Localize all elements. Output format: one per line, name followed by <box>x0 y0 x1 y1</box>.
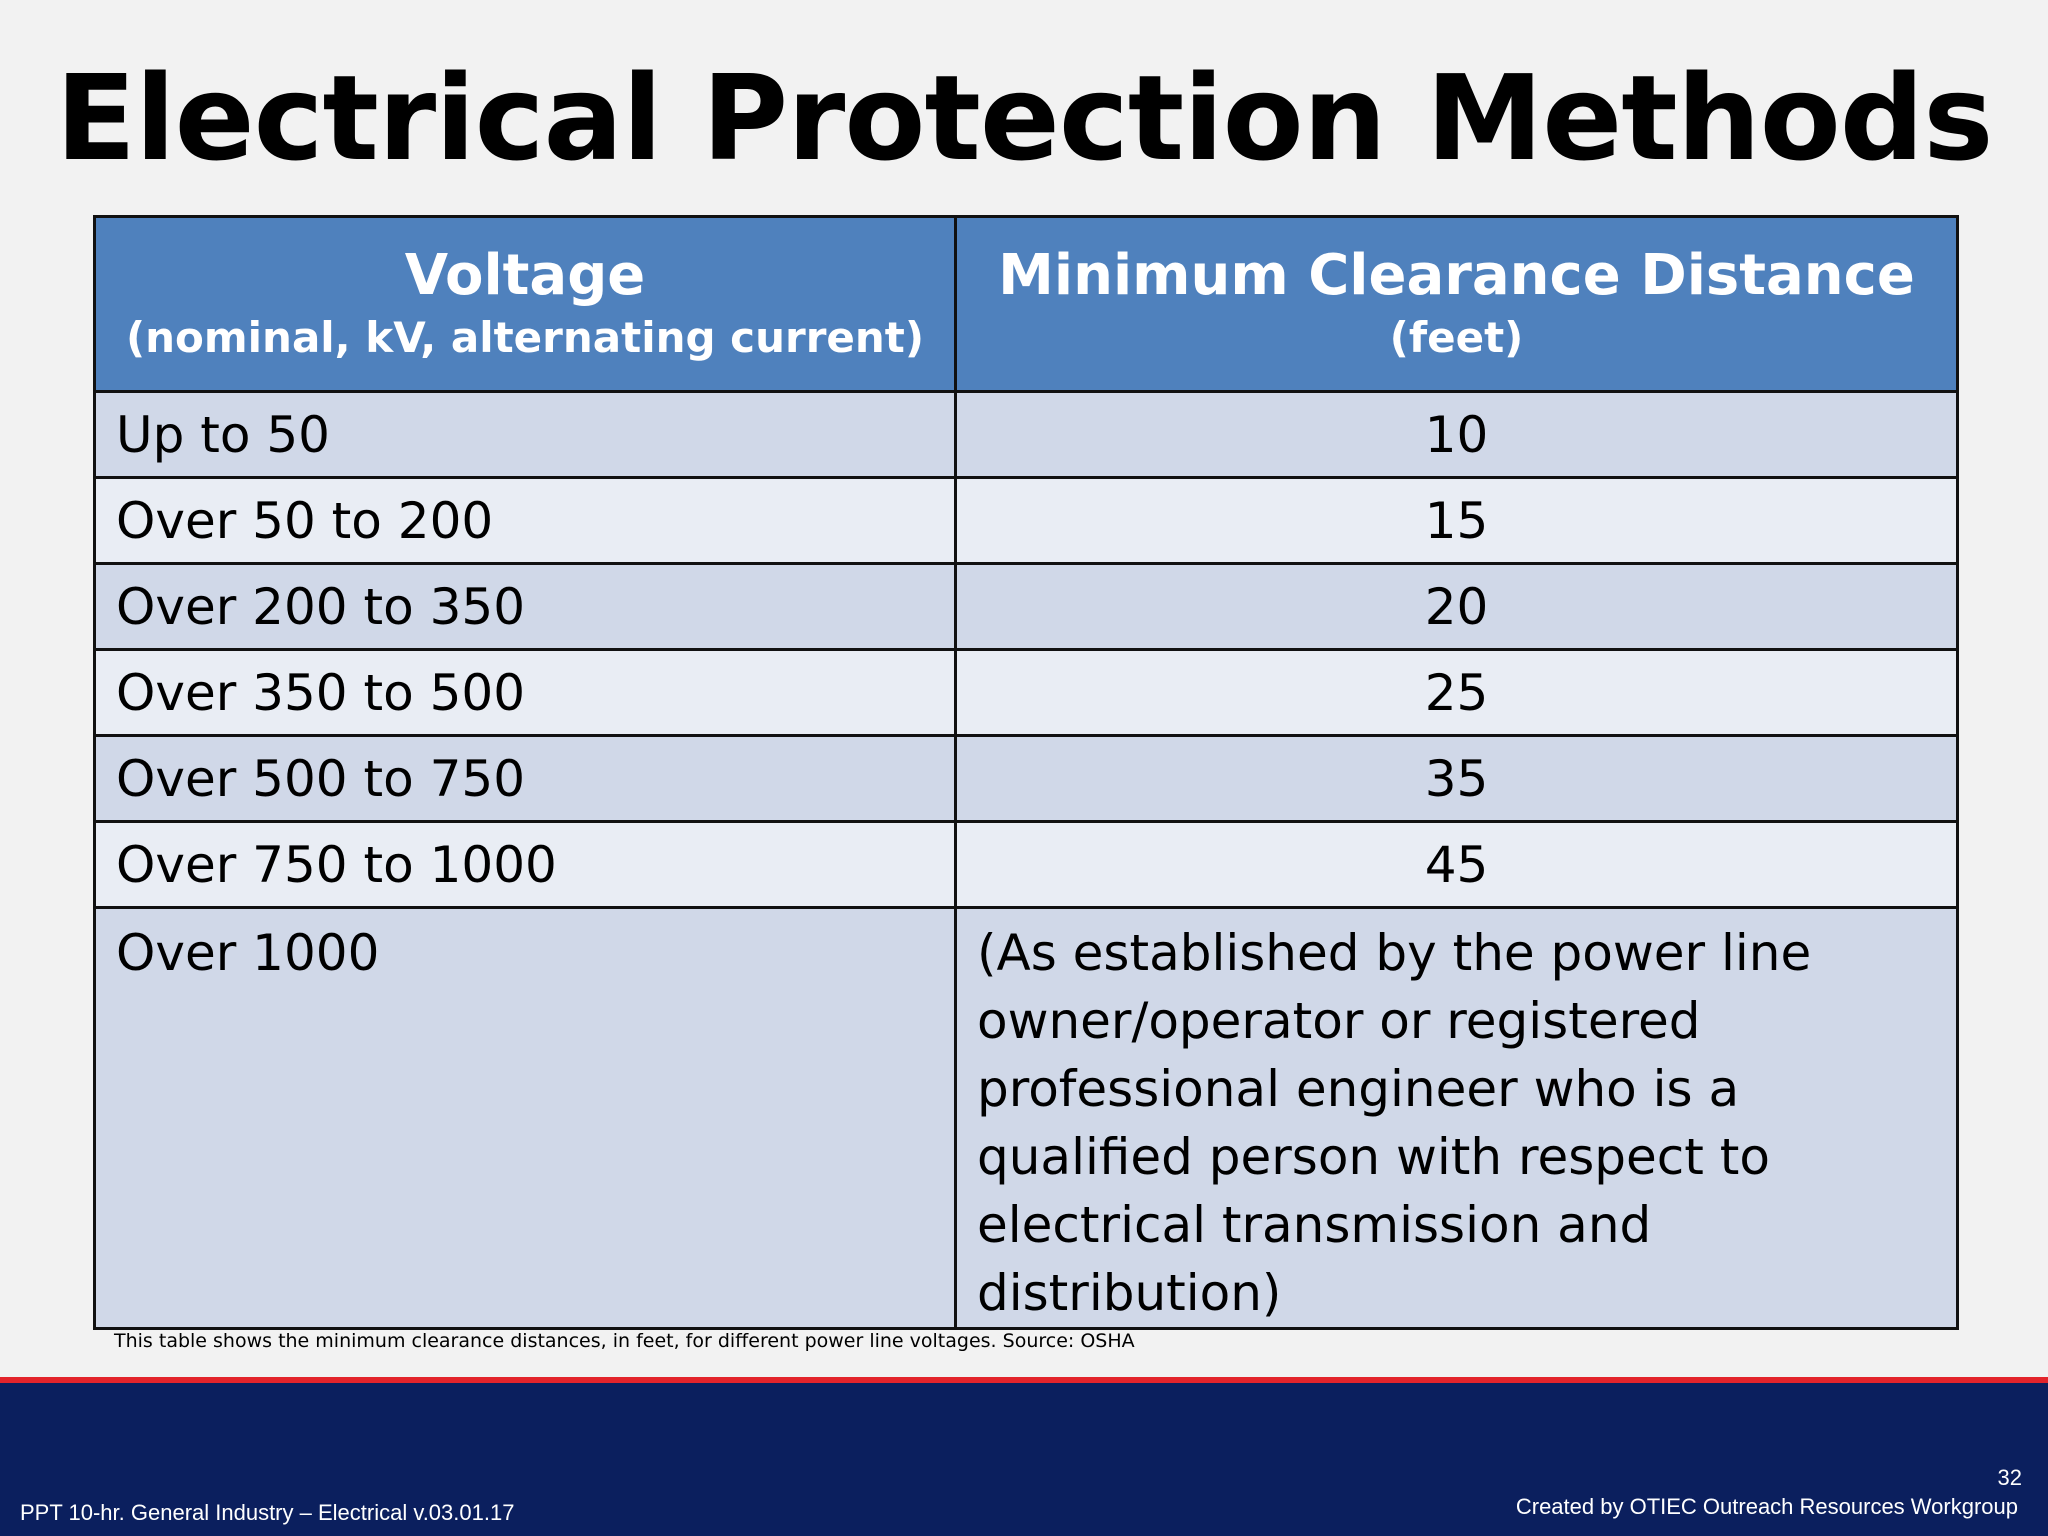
footer-bar: PPT 10-hr. General Industry – Electrical… <box>0 1383 2048 1536</box>
table-row: Over 50 to 200 15 <box>93 476 1959 565</box>
accent-divider <box>0 1377 2048 1383</box>
voltage-cell: Over 50 to 200 <box>93 476 957 565</box>
header-distance: Minimum Clearance Distance (feet) <box>954 215 1959 393</box>
header-voltage: Voltage (nominal, kV, alternating curren… <box>93 215 957 393</box>
footer-credit: Created by OTIEC Outreach Resources Work… <box>1515 1494 2018 1519</box>
table-row: Up to 50 10 <box>93 390 1959 479</box>
header-voltage-subtitle: (nominal, kV, alternating current) <box>125 313 925 362</box>
voltage-cell: Over 350 to 500 <box>93 648 957 737</box>
voltage-cell: Over 750 to 1000 <box>93 820 957 909</box>
table-row: Over 500 to 750 35 <box>93 734 1959 823</box>
distance-cell: 25 <box>954 648 1959 737</box>
distance-cell: 45 <box>954 820 1959 909</box>
distance-cell: 20 <box>954 562 1959 651</box>
table-caption: This table shows the minimum clearance d… <box>114 1330 1135 1352</box>
distance-cell: (As established by the power line owner/… <box>954 906 1959 1330</box>
table-row: Over 350 to 500 25 <box>93 648 1959 737</box>
table-row: Over 200 to 350 20 <box>93 562 1959 651</box>
voltage-cell: Over 500 to 750 <box>93 734 957 823</box>
distance-cell: 35 <box>954 734 1959 823</box>
table-row: Over 750 to 1000 45 <box>93 820 1959 909</box>
table-row: Over 1000 (As established by the power l… <box>93 906 1959 1330</box>
clearance-table: Voltage (nominal, kV, alternating curren… <box>93 215 1959 1330</box>
voltage-cell: Up to 50 <box>93 390 957 479</box>
distance-cell: 10 <box>954 390 1959 479</box>
distance-cell: 15 <box>954 476 1959 565</box>
slide-title: Electrical Protection Methods <box>55 49 1994 187</box>
footer-course-label: PPT 10-hr. General Industry – Electrical… <box>20 1500 515 1525</box>
header-distance-title: Minimum Clearance Distance <box>998 243 1915 308</box>
voltage-cell: Over 200 to 350 <box>93 562 957 651</box>
table-header-row: Voltage (nominal, kV, alternating curren… <box>93 215 1959 393</box>
voltage-cell: Over 1000 <box>93 906 957 1330</box>
header-voltage-title: Voltage <box>404 243 646 308</box>
slide-number: 32 <box>1997 1465 2022 1490</box>
header-distance-subtitle: (feet) <box>1389 313 1524 362</box>
